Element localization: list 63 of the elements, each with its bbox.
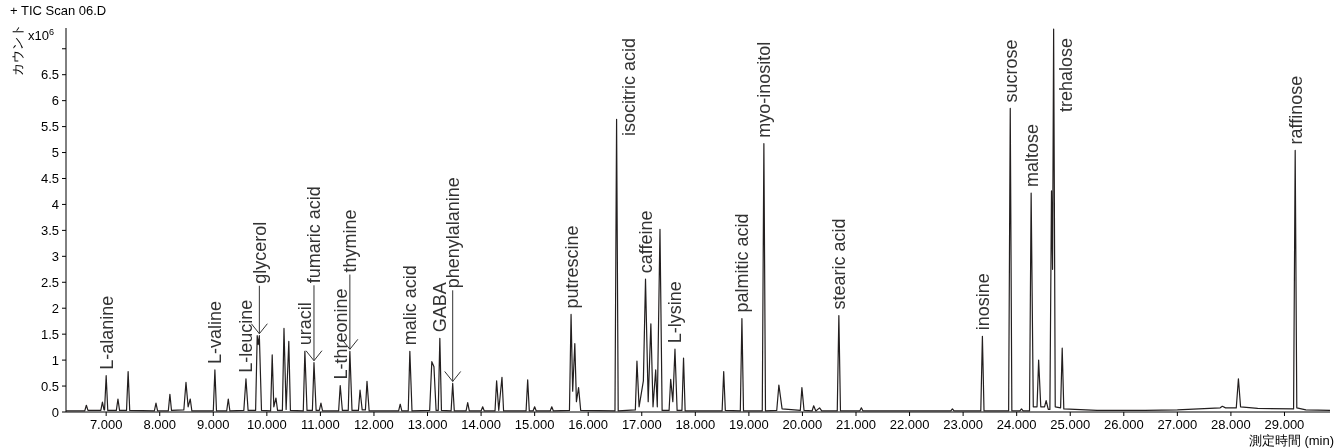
annotation: myo-inositol [754, 41, 775, 138]
y-tick-label: 5.5 [40, 119, 59, 135]
x-tick-label: 28.000 [1211, 417, 1251, 432]
annotation: thymine [340, 209, 361, 273]
annotation: L-leucine [236, 299, 257, 373]
annotation: trehalose [1056, 38, 1077, 113]
y-tick-label: 6.5 [40, 67, 59, 83]
annotation: inosine [972, 273, 993, 331]
annotation: L-lysine [665, 281, 686, 344]
annotation: maltose [1021, 123, 1042, 188]
y-tick-label: 0.5 [40, 378, 59, 394]
y-tick-label: 6 [51, 93, 59, 109]
annotation: fumaric acid [304, 186, 325, 284]
line-series [65, 28, 1331, 412]
x-tick-label: 16.000 [568, 417, 609, 432]
annotation: malic acid [400, 265, 421, 346]
annotation: glycerol [249, 221, 270, 284]
y-tick-label: 4.5 [40, 171, 59, 187]
y-tick-label: 3.5 [40, 222, 59, 238]
x-axis-title: 測定時間 (min) [1248, 433, 1334, 448]
x-tick-label: 20.000 [782, 417, 823, 432]
chart-title: + TIC Scan 06.D [10, 3, 107, 18]
x-tick-label: 24.000 [996, 417, 1037, 432]
annotation: putrescine [561, 225, 582, 309]
y-tick-label: 4 [51, 196, 59, 212]
annotation: caffeine [635, 210, 656, 274]
y-tick-label: 0 [51, 404, 59, 420]
y-tick-label: 3 [51, 248, 59, 264]
x-tick-label: 25.000 [1050, 417, 1091, 432]
annotation: raffinose [1285, 75, 1306, 145]
annotation: stearic acid [829, 218, 850, 310]
x-tick-label: 27.000 [1157, 417, 1198, 432]
annotation: uracil [295, 302, 316, 346]
annotation: L-valine [205, 300, 226, 364]
x-tick-label: 10.000 [246, 417, 287, 432]
x-tick-label: 21.000 [836, 417, 876, 432]
x-tick-label: 29.000 [1264, 417, 1305, 432]
x-tick-label: 11.000 [301, 417, 340, 432]
text: x10$^{6}$ [28, 27, 55, 43]
y-tick-label: 1.5 [40, 326, 59, 342]
x-tick-label: 19.000 [729, 417, 769, 432]
x-tick-label: 17.000 [621, 417, 662, 432]
x-tick-label: 12.000 [354, 417, 394, 432]
x-tick-label: 9.000 [197, 417, 230, 432]
y-tick-label: 1 [51, 352, 59, 368]
x-tick-label: 8.000 [143, 417, 176, 432]
x-tick-label: 18.000 [675, 417, 716, 432]
annotation: L-alanine [96, 295, 117, 370]
x-tick-label: 14.000 [461, 417, 501, 432]
annotation: isocitric acid [619, 38, 640, 137]
x-tick-label: 22.000 [889, 417, 930, 432]
x-tick-label: 26.000 [1103, 417, 1144, 432]
x-tick-label: 15.000 [514, 417, 555, 432]
y-tick-label: 5 [51, 145, 59, 161]
y-tick-label: 2 [51, 300, 59, 316]
annotation: sucrose [1000, 39, 1021, 103]
x-tick-label: 13.000 [407, 417, 448, 432]
y-tick-label: 2.5 [40, 274, 59, 290]
annotation: L-threonine [330, 288, 351, 380]
x-tick-label: 7.000 [89, 417, 123, 432]
x-tick-label: 23.000 [943, 417, 983, 432]
annotation: palmitic acid [732, 213, 753, 313]
y-axis-title: カウント [10, 24, 25, 76]
